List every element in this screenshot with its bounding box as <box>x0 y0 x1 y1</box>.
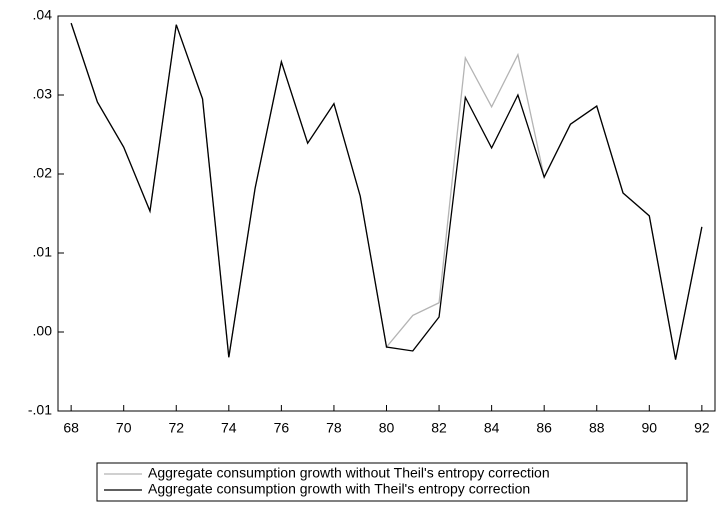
legend-label: Aggregate consumption growth without The… <box>148 465 550 481</box>
y-tick-label: .01 <box>33 244 53 260</box>
x-tick-label: 84 <box>484 420 500 436</box>
x-tick-label: 68 <box>63 420 79 436</box>
y-tick-label: .02 <box>33 165 53 181</box>
y-tick-label: .00 <box>33 323 53 339</box>
x-tick-label: 76 <box>274 420 290 436</box>
y-tick-label: .04 <box>33 7 53 23</box>
x-tick-label: 88 <box>589 420 605 436</box>
x-tick-label: 90 <box>642 420 658 436</box>
series-line <box>70 22 703 360</box>
legend-box <box>96 462 688 502</box>
plot-frame <box>57 15 716 412</box>
x-tick-label: 80 <box>379 420 395 436</box>
series-line <box>70 22 703 360</box>
x-tick-label: 78 <box>326 420 342 436</box>
legend-label: Aggregate consumption growth with Theil'… <box>148 481 530 497</box>
x-tick-label: 86 <box>536 420 552 436</box>
x-tick-label: 74 <box>221 420 237 436</box>
x-tick-label: 70 <box>116 420 132 436</box>
x-tick-label: 92 <box>694 420 710 436</box>
y-tick-label: .03 <box>33 86 53 102</box>
x-tick-label: 82 <box>431 420 447 436</box>
y-tick-label: -.01 <box>28 402 52 418</box>
x-tick-label: 72 <box>168 420 184 436</box>
